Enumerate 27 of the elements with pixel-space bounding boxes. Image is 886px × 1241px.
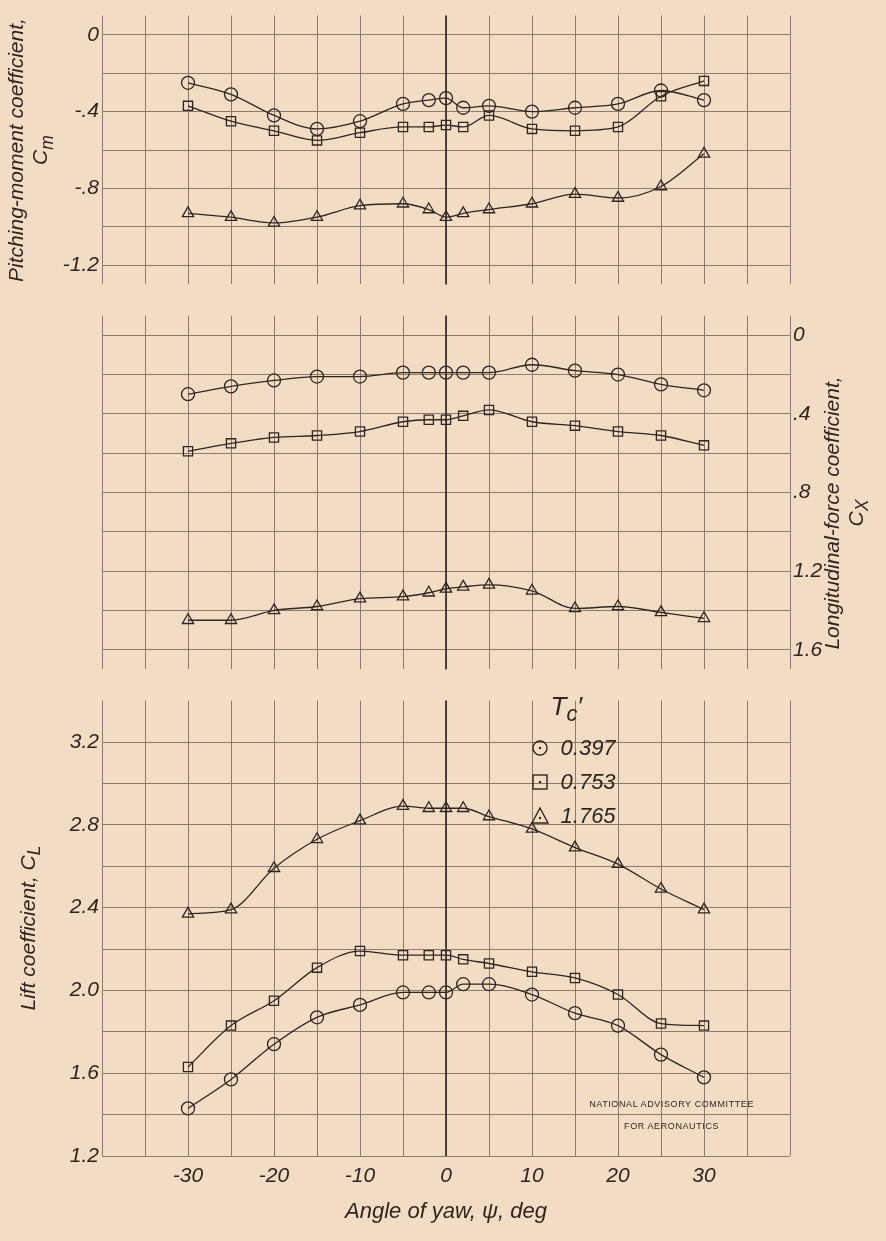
legend-label: 1.765 xyxy=(560,802,616,829)
x-axis-title: Angle of yaw, ψ, deg xyxy=(343,1198,548,1224)
legend-label: 0.753 xyxy=(560,768,616,795)
y2-tick-label: 1.6 xyxy=(793,636,823,660)
y-tick-label: 1.2 xyxy=(69,1142,100,1166)
legend-title: T$_{c}$′ xyxy=(550,690,584,727)
y-tick-label: -.8 xyxy=(74,175,100,199)
y-tick-label: 1.6 xyxy=(69,1060,100,1084)
y-tick-label: 2.8 xyxy=(68,811,100,835)
y-tick-label: 2.4 xyxy=(68,894,99,918)
y-tick-label: -.4 xyxy=(74,98,99,122)
legend-label: 0.397 xyxy=(560,734,616,761)
y2-tick-label: .8 xyxy=(793,479,811,503)
y2-tick-label: .4 xyxy=(793,400,811,424)
y-tick-label: 3.2 xyxy=(69,728,100,752)
x-tick-label: 30 xyxy=(692,1163,716,1187)
y-tick-label: -1.2 xyxy=(62,252,100,276)
x-tick-label: -10 xyxy=(344,1163,376,1187)
text: NATIONAL ADVISORY COMMITTEE FOR AERONAUTICS xyxy=(589,1099,755,1131)
x-tick-label: -30 xyxy=(172,1163,204,1187)
x-tick-label: 20 xyxy=(605,1163,630,1187)
x-tick-label: 0 xyxy=(440,1163,453,1187)
y2-tick-label: 0 xyxy=(793,322,805,346)
x-tick-label: -20 xyxy=(258,1163,290,1187)
x-tick-label: 10 xyxy=(520,1163,544,1187)
y-tick-label: 2.0 xyxy=(68,977,100,1001)
y-tick-label: 0 xyxy=(87,21,100,45)
